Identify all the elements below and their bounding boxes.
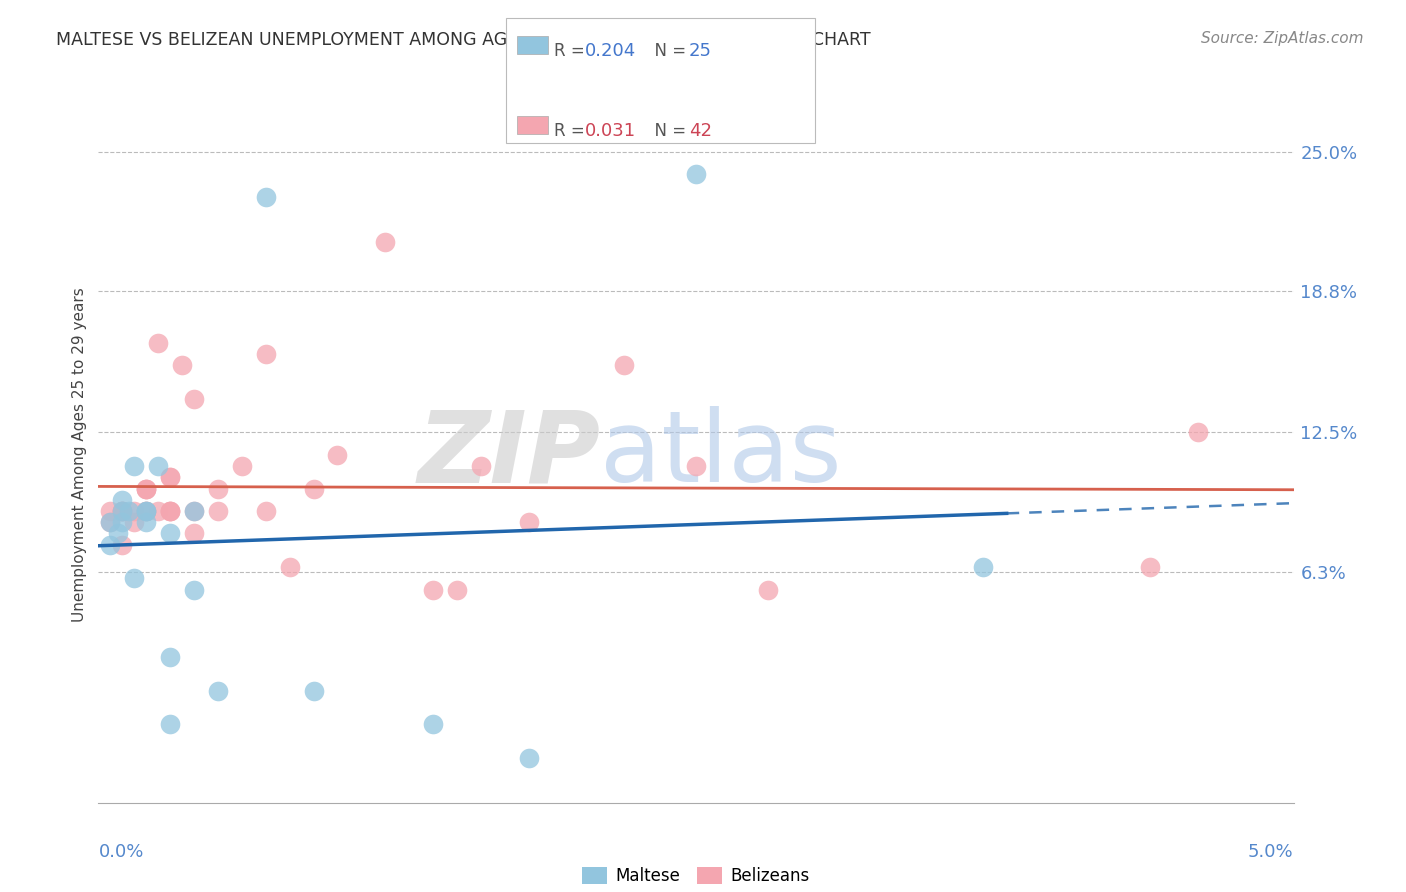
Point [111,515,134,529]
Point [107,526,129,541]
Text: atlas: atlas [600,407,842,503]
Text: N =: N = [644,122,692,140]
Text: MALTESE VS BELIZEAN UNEMPLOYMENT AMONG AGES 25 TO 29 YEARS CORRELATION CHART: MALTESE VS BELIZEAN UNEMPLOYMENT AMONG A… [56,31,870,49]
Point [100,504,122,518]
Point [613,358,636,372]
Point [124,571,146,585]
Point [517,751,540,765]
Text: R =: R = [554,122,591,140]
Text: 0.031: 0.031 [585,122,636,140]
Point [254,190,277,204]
Text: 25: 25 [689,42,711,60]
Point [159,504,181,518]
Point [111,492,134,507]
Point [111,504,134,518]
Point [278,560,301,574]
Point [302,683,325,698]
Point [100,538,122,552]
Point [111,504,134,518]
Point [207,504,229,518]
Point [135,504,157,518]
Point [183,392,205,406]
Point [183,504,205,518]
Point [148,504,170,518]
Point [207,482,229,496]
Point [148,335,170,350]
Point [159,470,181,484]
Point [159,470,181,484]
Point [207,683,229,698]
Point [159,649,181,664]
Text: 0.0%: 0.0% [98,843,143,861]
Point [135,515,157,529]
Point [231,459,253,474]
Point [972,560,994,574]
Point [446,582,468,597]
Point [111,538,134,552]
Point [159,504,181,518]
Point [183,504,205,518]
Point [470,459,492,474]
Text: 42: 42 [689,122,711,140]
Point [159,526,181,541]
Point [124,515,146,529]
Point [374,235,396,249]
Point [111,504,134,518]
Point [422,582,444,597]
Point [124,459,146,474]
Point [183,526,205,541]
Point [100,515,122,529]
Point [135,504,157,518]
Text: R =: R = [554,42,591,60]
Point [254,347,277,361]
Y-axis label: Unemployment Among Ages 25 to 29 years: Unemployment Among Ages 25 to 29 years [72,287,87,623]
Text: N =: N = [644,42,692,60]
Text: 0.204: 0.204 [585,42,636,60]
Point [124,504,146,518]
Point [135,482,157,496]
Point [183,582,205,597]
Point [1139,560,1161,574]
Point [148,459,170,474]
Point [517,515,540,529]
Text: 5.0%: 5.0% [1249,843,1294,861]
Point [254,504,277,518]
Point [302,482,325,496]
Text: ZIP: ZIP [418,407,600,503]
Point [111,504,134,518]
Point [118,504,141,518]
Point [135,482,157,496]
Legend: Maltese, Belizeans: Maltese, Belizeans [582,867,810,885]
Point [685,167,707,181]
Text: Source: ZipAtlas.com: Source: ZipAtlas.com [1201,31,1364,46]
Point [756,582,779,597]
Point [100,515,122,529]
Point [172,358,194,372]
Point [685,459,707,474]
Point [159,504,181,518]
Point [135,504,157,518]
Point [159,717,181,731]
Point [326,448,349,462]
Point [422,717,444,731]
Point [1187,425,1209,440]
Point [135,482,157,496]
Point [135,504,157,518]
